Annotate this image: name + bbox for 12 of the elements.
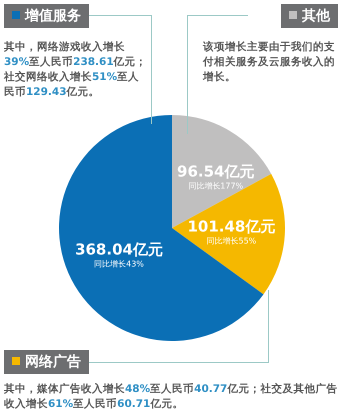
text: 同比增长43% — [94, 260, 144, 269]
legend-label: 其他 — [302, 8, 330, 24]
text: 其中，网络游戏收入增长39%至人民币238.61亿元；社交网络收入增长51%至人民币129.43亿元。 — [4, 41, 147, 98]
data-label: 368.04亿元 — [75, 240, 163, 259]
text: 该项增长主要由于我们的支付相关服务及云服务收入的增长。 — [203, 40, 336, 85]
text: 同比增长55% — [206, 236, 256, 246]
legend-label: 网络广告 — [25, 354, 81, 370]
data-label: 101.48亿元 — [187, 217, 276, 236]
legend-label: 增值服务 — [25, 8, 81, 24]
text: 其中，媒体广告收入增长48%至人民币40.77亿元；社交及其他广告收入增长61%至人民币60.71亿元。 — [4, 383, 338, 410]
data-label: 96.54亿元 — [176, 162, 254, 180]
text: 同比增长177% — [188, 181, 244, 190]
